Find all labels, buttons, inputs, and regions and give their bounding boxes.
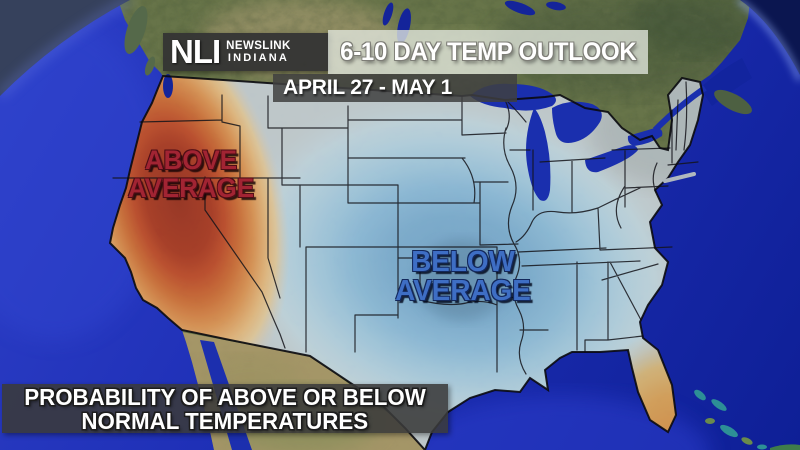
below-average-label: BELOW AVERAGE bbox=[372, 248, 554, 306]
station-logo-line2: INDIANA bbox=[227, 52, 290, 64]
long-island bbox=[663, 172, 696, 183]
caption-bar: PROBABILITY OF ABOVE OR BELOW NORMAL TEM… bbox=[2, 384, 448, 433]
station-logo-sub: NEWSLINK INDIANA bbox=[226, 40, 291, 64]
above-average-line2: AVERAGE bbox=[127, 173, 255, 203]
lake-michigan bbox=[526, 108, 551, 201]
vancouver-island bbox=[124, 6, 148, 54]
state-borders bbox=[112, 81, 699, 375]
globe-curvature bbox=[0, 0, 800, 99]
caption-line2: NORMAL TEMPERATURES bbox=[81, 407, 369, 434]
below-average-line2: AVERAGE bbox=[395, 275, 531, 307]
date-bar: APRIL 27 - MAY 1 bbox=[273, 74, 517, 102]
gulf-of-st-lawrence bbox=[700, 58, 752, 106]
date-range: APRIL 27 - MAY 1 bbox=[283, 76, 453, 99]
station-logo: NLI NEWSLINK INDIANA bbox=[163, 33, 329, 71]
lake-ontario bbox=[627, 128, 663, 146]
station-logo-abbr: NLI bbox=[170, 33, 221, 70]
lake-huron bbox=[552, 101, 602, 143]
st-lawrence-river bbox=[652, 85, 707, 133]
nova-scotia bbox=[714, 89, 752, 115]
bahamas bbox=[694, 389, 767, 450]
page-title: 6-10 DAY TEMP OUTLOOK bbox=[339, 37, 637, 66]
islands bbox=[124, 6, 800, 450]
above-average-line1: ABOVE bbox=[144, 145, 238, 175]
above-average-label: ABOVE AVERAGE bbox=[100, 146, 282, 202]
caption-line1: PROBABILITY OF ABOVE OR BELOW bbox=[24, 383, 426, 410]
puget-sound bbox=[163, 74, 173, 98]
below-average-line1: BELOW bbox=[411, 246, 515, 278]
cuba bbox=[770, 444, 800, 450]
title-bar: 6-10 DAY TEMP OUTLOOK bbox=[328, 30, 648, 74]
station-logo-line1: NEWSLINK bbox=[226, 40, 291, 52]
